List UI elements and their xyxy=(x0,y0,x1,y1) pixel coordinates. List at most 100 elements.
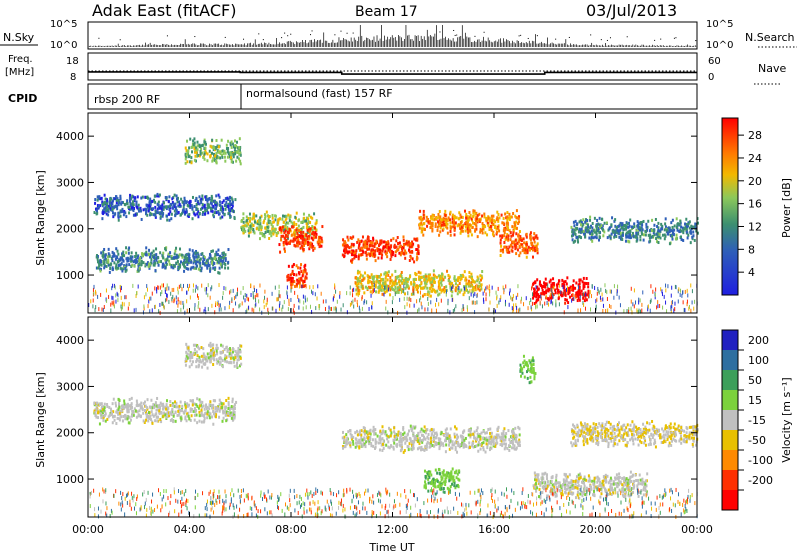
heatmap-cell xyxy=(473,222,476,226)
heatmap-cell xyxy=(492,234,495,238)
heatmap-cell xyxy=(157,263,160,267)
heatmap-cell xyxy=(181,287,183,292)
heatmap-cell xyxy=(649,299,651,304)
heatmap-cell xyxy=(362,250,365,254)
heatmap-cell xyxy=(222,259,225,263)
nave-tick-low: 0 xyxy=(708,72,714,83)
heatmap-cell xyxy=(298,272,301,276)
heatmap-cell xyxy=(109,266,112,270)
heatmap-cell xyxy=(388,246,391,250)
heatmap-cell xyxy=(284,236,287,240)
heatmap-cell xyxy=(232,152,235,156)
heatmap-cell xyxy=(353,287,355,292)
heatmap-cell xyxy=(306,228,309,232)
heatmap-cell xyxy=(277,221,280,225)
heatmap-cell xyxy=(284,229,287,233)
heatmap-cell xyxy=(164,258,167,262)
heatmap-cell xyxy=(565,298,568,302)
heatmap-cell xyxy=(221,209,224,213)
heatmap-cell xyxy=(153,194,156,198)
heatmap-cell xyxy=(266,300,268,305)
heatmap-cell xyxy=(211,159,214,163)
heatmap-cell xyxy=(455,304,457,309)
heatmap-cell xyxy=(230,207,233,211)
heatmap-cell xyxy=(532,294,535,298)
heatmap-cell xyxy=(335,289,337,294)
heatmap-cell xyxy=(339,294,341,299)
heatmap-cell xyxy=(305,284,307,289)
heatmap-cell xyxy=(461,229,464,233)
heatmap-cell xyxy=(111,286,113,291)
heatmap-cell xyxy=(118,405,121,409)
heatmap-cell xyxy=(474,300,476,305)
date-label: 03/Jul/2013 xyxy=(586,1,677,20)
heatmap-cell xyxy=(408,258,411,262)
heatmap-cell xyxy=(367,239,370,243)
heatmap-cell xyxy=(137,269,140,273)
heatmap-cell xyxy=(384,276,387,280)
heatmap-cell xyxy=(398,251,401,255)
heatmap-cell xyxy=(294,284,297,288)
heatmap-cell xyxy=(431,221,434,225)
heatmap-cell xyxy=(373,245,376,249)
heatmap-cell xyxy=(304,277,307,281)
heatmap-cell xyxy=(163,205,166,209)
heatmap-cell xyxy=(148,200,151,204)
heatmap-cell xyxy=(425,219,428,223)
heatmap-cell xyxy=(606,296,608,301)
heatmap-cell xyxy=(149,414,152,418)
heatmap-cell xyxy=(577,296,580,300)
heatmap-cell xyxy=(318,304,320,309)
nsearch-dot xyxy=(590,34,592,36)
heatmap-cell xyxy=(366,237,369,241)
heatmap-cell xyxy=(353,256,356,260)
heatmap-cell xyxy=(334,285,336,290)
heatmap-cell xyxy=(550,300,552,305)
heatmap-cell xyxy=(614,218,617,222)
heatmap-cell xyxy=(109,206,112,210)
heatmap-cell xyxy=(197,296,199,301)
heatmap-cell xyxy=(292,273,295,277)
heatmap-cell xyxy=(252,291,254,296)
heatmap-cell xyxy=(360,282,363,286)
heatmap-cell xyxy=(611,229,614,233)
heatmap-cell xyxy=(319,235,322,239)
heatmap-cell xyxy=(223,286,225,291)
heatmap-cell xyxy=(670,307,672,312)
heatmap-cell xyxy=(129,256,132,260)
heatmap-cell xyxy=(231,201,234,205)
heatmap-cell xyxy=(577,240,580,244)
heatmap-cell xyxy=(120,210,123,214)
heatmap-cell xyxy=(572,279,575,283)
heatmap-cell xyxy=(203,309,205,314)
heatmap-cell xyxy=(115,255,118,259)
heatmap-cell xyxy=(203,212,206,216)
heatmap-cell xyxy=(108,406,111,410)
heatmap-cell xyxy=(532,292,534,297)
heatmap-cell xyxy=(489,224,492,228)
heatmap-cell xyxy=(571,238,574,242)
heatmap-cell xyxy=(221,207,224,211)
heatmap-cell xyxy=(104,206,107,210)
heatmap-cell xyxy=(389,275,392,279)
heatmap-cell xyxy=(442,220,445,224)
heatmap-cell xyxy=(163,305,165,310)
heatmap-cell xyxy=(188,146,191,150)
heatmap-cell xyxy=(97,294,99,299)
heatmap-cell xyxy=(110,302,112,307)
heatmap-cell xyxy=(636,224,639,228)
heatmap-cell xyxy=(449,233,452,237)
heatmap-cell xyxy=(525,245,528,249)
heatmap-cell xyxy=(477,287,480,291)
heatmap-cell xyxy=(440,279,443,283)
heatmap-cell xyxy=(585,226,588,230)
heatmap-cell xyxy=(578,227,581,231)
heatmap-cell xyxy=(293,303,295,308)
heatmap-cell xyxy=(222,256,225,260)
heatmap-cell xyxy=(488,226,491,230)
heatmap-cell xyxy=(523,247,526,251)
heatmap-cell xyxy=(418,223,421,227)
heatmap-cell xyxy=(231,297,233,302)
heatmap-cell xyxy=(519,251,522,255)
